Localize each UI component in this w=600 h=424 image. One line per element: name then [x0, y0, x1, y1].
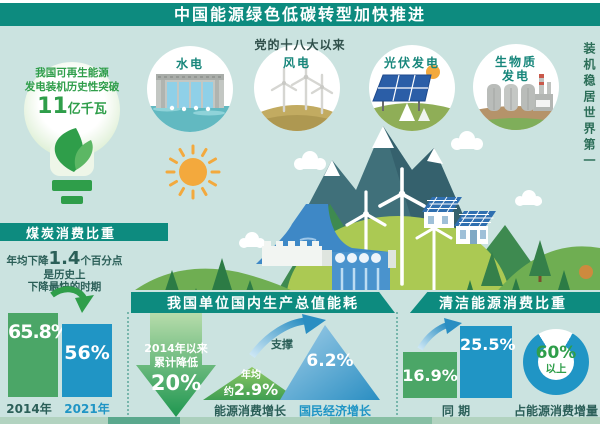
lightbulb-icon: [24, 62, 120, 204]
bulb-value: 11: [37, 94, 68, 119]
page-subtitle: 党的十八大以来: [254, 38, 346, 52]
energy-type-label: 光伏发电: [383, 56, 440, 70]
gdp-growth-label: 国民经济增长: [298, 404, 371, 418]
wind-turbines-icon: [258, 59, 336, 131]
clean-energy-bar-end: 25.5%: [460, 326, 516, 398]
clean-section-heading: 清洁能源消费比重: [409, 292, 600, 313]
coal-bar-2014: 65.8%: [8, 313, 70, 397]
coal-year-label: 2021年: [64, 402, 110, 416]
energy-growth-value: 约2.9%: [223, 380, 279, 399]
energy-type-solar: 光伏发电: [369, 45, 455, 131]
energy-type-label: 风电: [282, 56, 311, 70]
energy-type-wind: 风电: [254, 45, 340, 131]
coal-bar-2021: 56%: [62, 324, 112, 397]
bulb-value-line: 11亿千瓦: [16, 95, 128, 122]
top-border: [0, 0, 600, 3]
intensity-arrow-line1: 2014年以来: [144, 342, 208, 355]
donut-percent: 60%: [535, 343, 577, 363]
energy-type-label-line2: 发电: [501, 69, 530, 83]
page-title: 中国能源绿色低碳转型加快推进: [173, 5, 426, 24]
sun-icon: [165, 144, 221, 200]
intensity-arrow-value: 20%: [150, 371, 202, 395]
solar-panels-icon: [371, 65, 453, 131]
hydro-dam-icon: [147, 74, 233, 132]
section-divider: [127, 312, 129, 415]
donut-label: 占能源消费增量: [513, 404, 598, 418]
energy-growth-line1: 年均: [241, 370, 261, 381]
support-swoosh-arrow: [249, 314, 326, 359]
cloud-icon: [239, 131, 542, 248]
energy-type-label: 生物质: [494, 55, 537, 69]
energy-consumption-label: 能源消费增长: [213, 404, 286, 418]
bulb-line2: 发电装机历史性突破: [24, 81, 120, 93]
big-down-arrow: [136, 313, 216, 417]
energy-consumption-triangle: [203, 367, 299, 400]
donut-suffix: 以上: [545, 363, 567, 375]
decline-arrow-icon: [50, 286, 94, 313]
energy-type-biomass: 生物质 发电: [473, 44, 559, 130]
intensity-arrow-text: 2014年以来 累计降低 20%: [136, 342, 216, 396]
coal-note-value: 1.4: [48, 248, 81, 269]
energy-consumption-values: 年均 约2.9%: [203, 370, 299, 401]
coal-note: 年均下降1.4个百分点 是历史上 下降最快的时期: [0, 248, 129, 294]
coal-note-line2: 是历史上: [43, 269, 86, 281]
intensity-arrow-line2: 累计降低: [154, 356, 198, 369]
increase-swoosh-arrow: [417, 318, 462, 351]
energy-type-label: 水电: [175, 57, 204, 71]
biomass-plant-icon: [475, 74, 557, 130]
side-note-vertical: 装机稳居世界第一: [582, 42, 596, 170]
energy-type-hydro: 水电: [147, 46, 233, 132]
solar-houses: [422, 196, 496, 244]
gdp-growth-triangle: [280, 325, 380, 400]
clean-bars-label: 同 期: [441, 404, 471, 418]
title-band: 中国能源绿色低碳转型加快推进: [0, 3, 600, 26]
donut-value: 60% 以上: [523, 343, 589, 376]
bottom-grass-strip: [0, 417, 600, 424]
bulb-line1: 我国可再生能源: [35, 67, 109, 79]
bulb-unit: 亿千瓦: [67, 102, 107, 117]
coal-note-line1: 年均下降1.4个百分点: [6, 248, 123, 269]
clean-energy-donut-chart: [523, 329, 589, 395]
section-divider: [396, 312, 398, 415]
clean-energy-bar-start: 16.9%: [402, 352, 458, 398]
gdp-growth-value: 6.2%: [306, 351, 354, 371]
support-label: 支撑: [271, 338, 293, 351]
coal-section-heading: 煤炭消费比重: [0, 223, 168, 242]
bulb-text: 我国可再生能源 发电装机历史性突破 11亿千瓦: [16, 66, 128, 122]
intensity-section-heading: 我国单位国内生产总值能耗: [131, 292, 395, 313]
coal-year-label: 2014年: [6, 402, 52, 416]
